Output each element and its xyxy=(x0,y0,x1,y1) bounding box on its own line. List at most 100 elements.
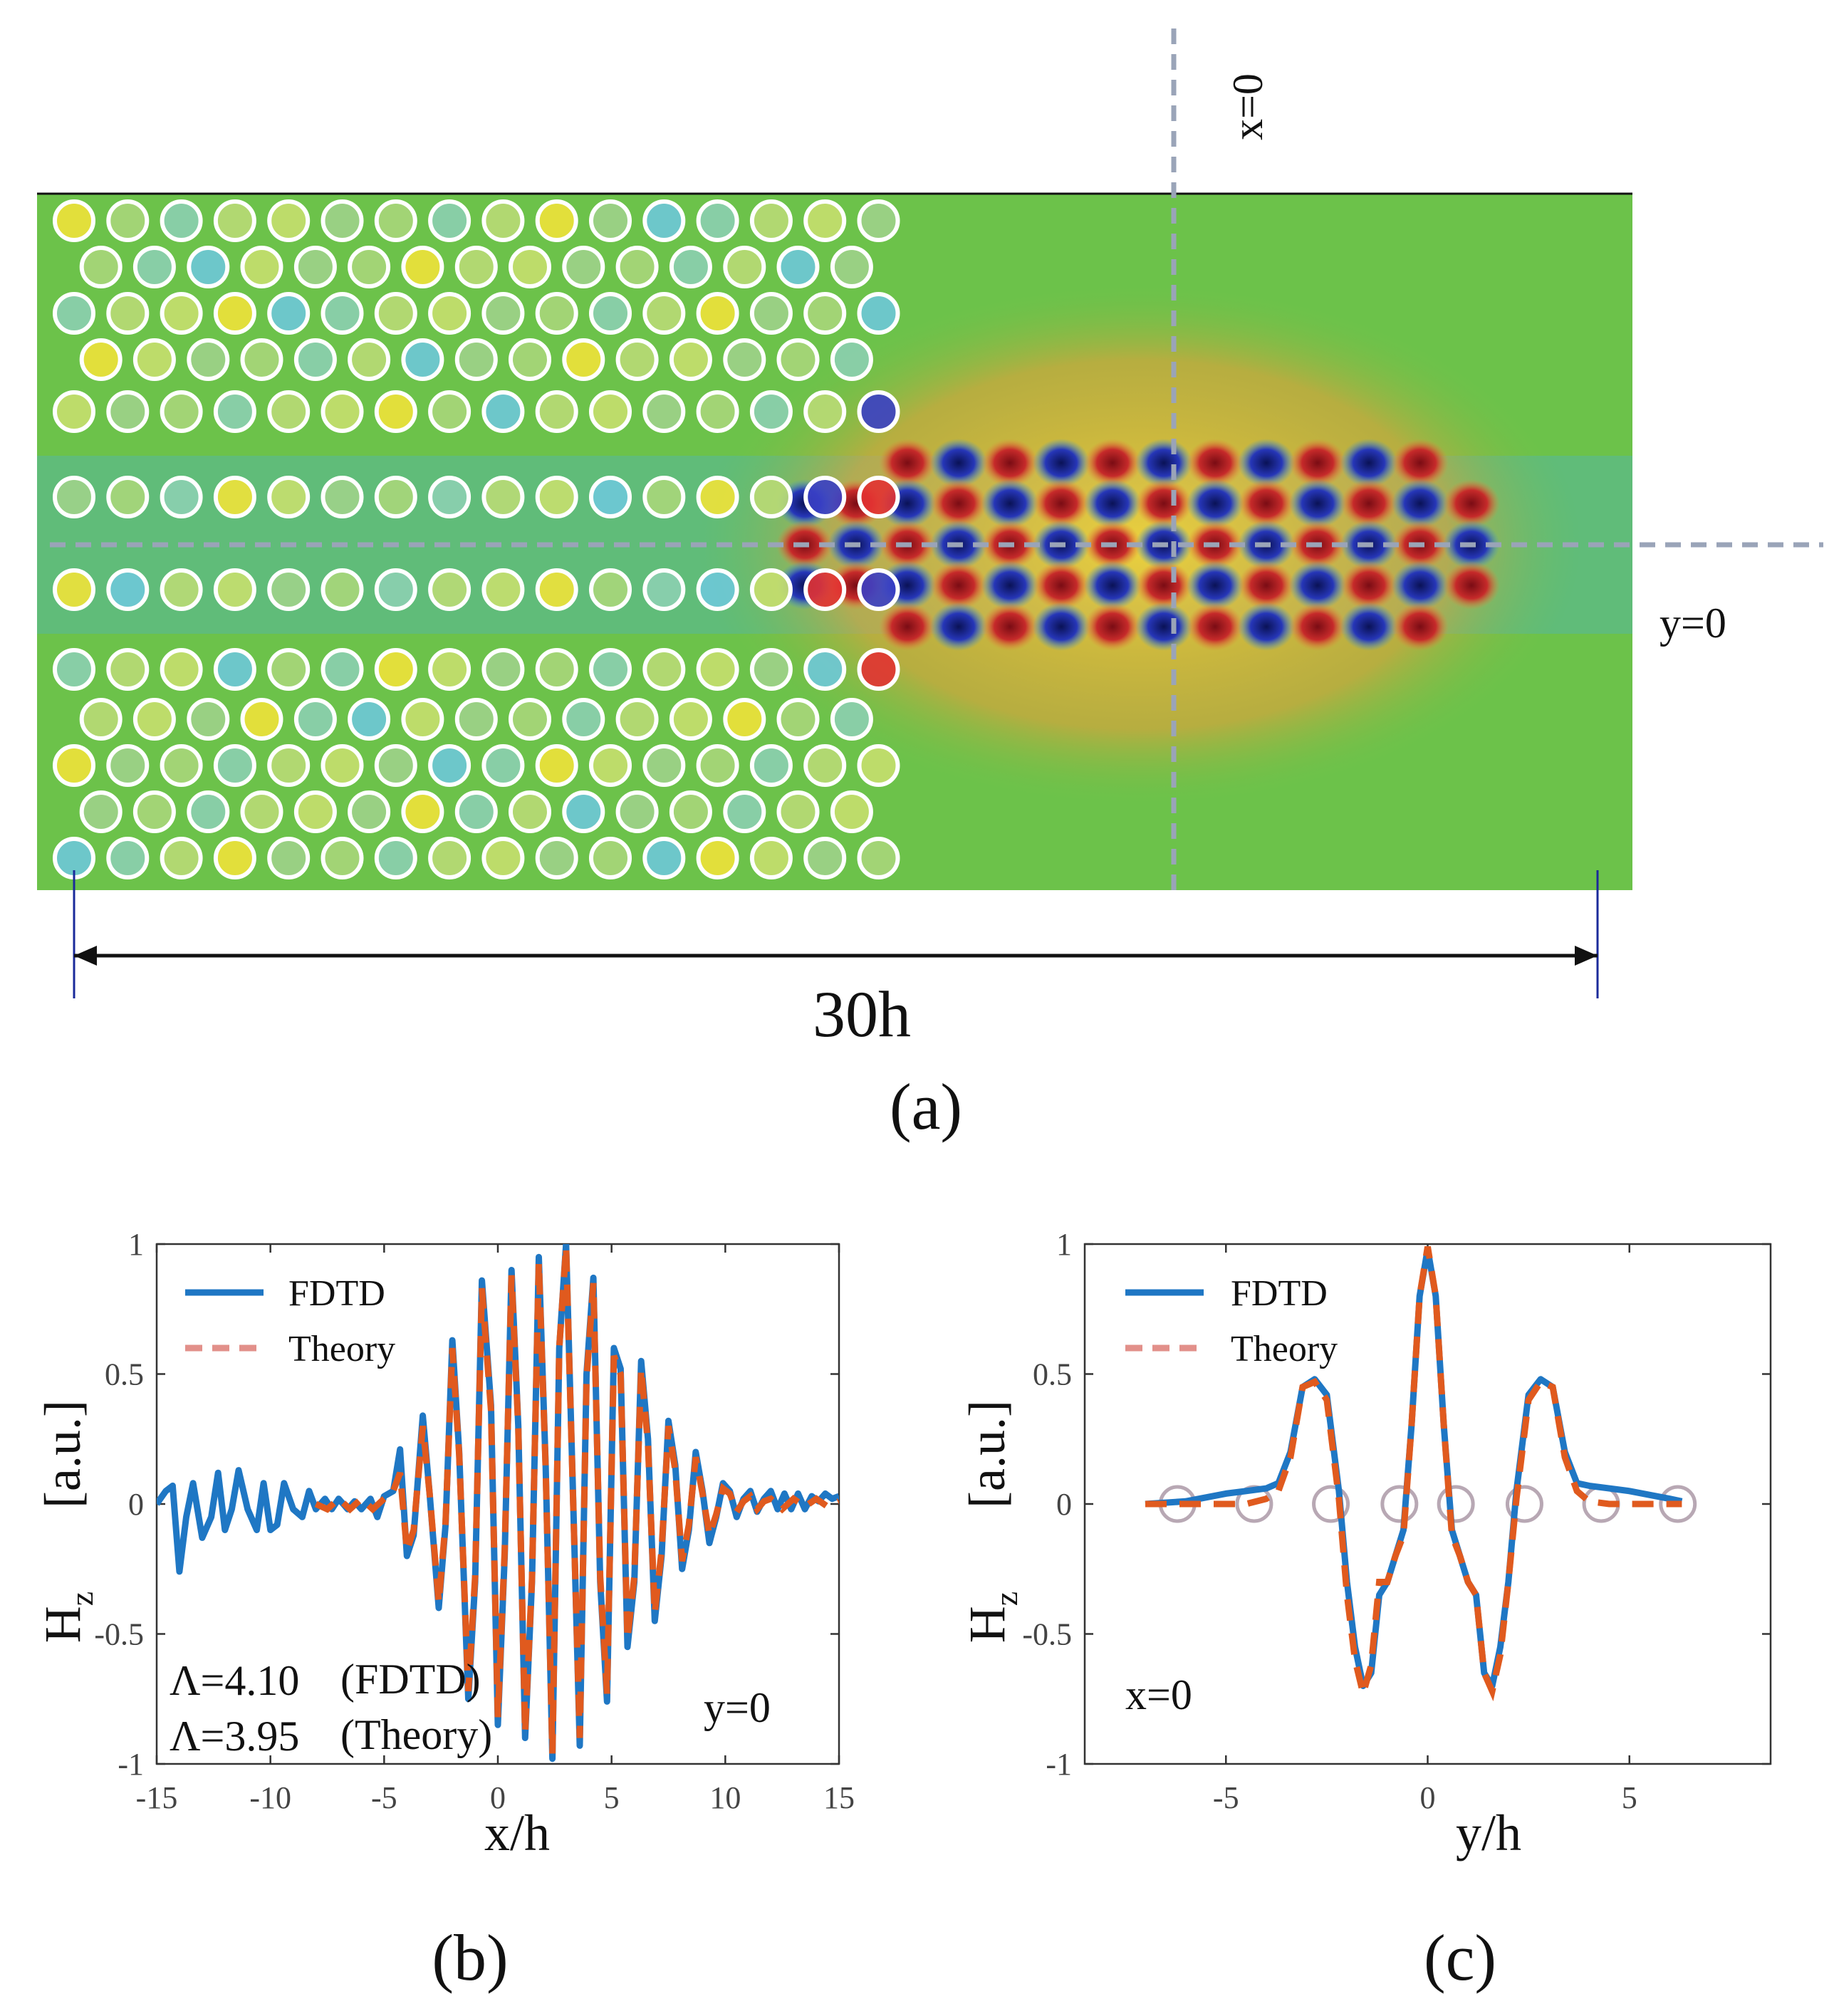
field-lobe xyxy=(1135,561,1192,610)
annot-b-lambda-fdtd-src: (FDTD) xyxy=(340,1656,481,1703)
lattice-hole xyxy=(240,698,283,741)
lattice-hole xyxy=(589,837,632,879)
lattice-hole xyxy=(749,476,793,518)
lattice-hole xyxy=(106,390,150,433)
lattice-hole xyxy=(642,199,686,242)
ticks-b: -15 -10 -5 0 5 10 15 -1 -0.5 0 0.5 1 xyxy=(94,1227,855,1815)
field-lobe xyxy=(1340,561,1397,610)
lattice-hole xyxy=(749,199,793,242)
lattice-hole xyxy=(293,246,337,288)
lattice-hole xyxy=(132,698,176,741)
lattice-hole xyxy=(213,568,256,611)
lattice-hole xyxy=(589,568,632,611)
lattice-hole xyxy=(857,837,900,879)
field-lobe xyxy=(1033,602,1090,651)
lattice-hole xyxy=(293,790,337,833)
lattice-hole xyxy=(187,790,230,833)
lattice-hole xyxy=(723,338,766,381)
field-lobe xyxy=(1238,561,1295,610)
lattice-hole xyxy=(481,390,525,433)
panel-c-chart: -5 0 5 -1 -0.5 0 0.5 1 FDTD Theory x=0 Hz [a.u.… xyxy=(959,1227,1772,1994)
field-lobe xyxy=(1289,602,1346,651)
lattice-hole xyxy=(374,648,417,691)
field-lobe xyxy=(1033,479,1090,528)
lattice-hole xyxy=(132,246,176,288)
field-lobe xyxy=(1033,561,1090,610)
lattice-hole xyxy=(642,837,686,879)
field-lobe xyxy=(1238,479,1295,528)
field-lobe xyxy=(981,602,1038,651)
ylabel-b-h: H xyxy=(34,1606,91,1643)
lattice-hole xyxy=(53,648,95,691)
lattice-hole xyxy=(106,292,150,335)
field-lobe xyxy=(1033,439,1090,487)
lattice-hole xyxy=(669,338,712,381)
lattice-hole xyxy=(187,246,230,288)
lattice-hole xyxy=(293,338,337,381)
lattice-hole xyxy=(53,568,95,611)
lattice-hole xyxy=(535,837,578,879)
lattice-hole xyxy=(160,744,203,787)
ylabel-c-unit: [a.u.] xyxy=(959,1400,1016,1508)
lattice-hole xyxy=(401,698,444,741)
lattice-hole xyxy=(374,199,417,242)
legend-b-fdtd-label: FDTD xyxy=(288,1273,385,1314)
field-lobe xyxy=(981,479,1038,528)
lattice-hole xyxy=(79,338,123,381)
lattice-hole xyxy=(481,292,525,335)
annot-b-lambda-theory-src: (Theory) xyxy=(340,1711,492,1758)
y-tick-label: 0 xyxy=(1056,1487,1072,1522)
lattice-hole xyxy=(187,338,230,381)
lattice-hole xyxy=(749,390,793,433)
lattice-hole xyxy=(481,568,525,611)
lattice-hole xyxy=(589,390,632,433)
lattice-hole xyxy=(615,790,659,833)
lattice-hole xyxy=(509,790,551,833)
lattice-hole xyxy=(321,199,364,242)
field-lobes xyxy=(776,439,1500,651)
lattice-hole xyxy=(374,744,417,787)
caption-c: (c) xyxy=(1424,1921,1496,1994)
field-lobe xyxy=(1392,479,1449,528)
xlabel-b: x/h xyxy=(484,1805,550,1861)
lattice-hole xyxy=(642,476,686,518)
lattice-hole xyxy=(857,390,900,433)
field-lobe xyxy=(1084,479,1141,528)
field-lobe xyxy=(1443,561,1500,610)
lattice-hole xyxy=(696,390,739,433)
ylabel-c: Hz [a.u.] xyxy=(959,1400,1024,1643)
field-lobe xyxy=(1238,439,1295,487)
lattice-hole xyxy=(776,790,820,833)
field-lobe xyxy=(981,561,1038,610)
lattice-hole xyxy=(803,648,847,691)
lattice-hole xyxy=(374,476,417,518)
lattice-hole xyxy=(401,246,444,288)
lattice-hole xyxy=(857,744,900,787)
lattice-hole xyxy=(374,837,417,879)
lattice-hole xyxy=(776,246,820,288)
lattice-hole xyxy=(749,292,793,335)
lattice-hole xyxy=(428,199,471,242)
rod-marker xyxy=(1659,1485,1697,1523)
lattice-hole xyxy=(321,837,364,879)
lattice-hole xyxy=(696,292,739,335)
ylabel-b-unit: [a.u.] xyxy=(34,1400,91,1508)
annot-b-lambda-fdtd: Λ=4.10 xyxy=(170,1657,299,1704)
lattice-hole xyxy=(213,292,256,335)
y-tick-label: -0.5 xyxy=(1022,1617,1072,1652)
xlabel-c: y/h xyxy=(1456,1805,1521,1861)
lattice-hole xyxy=(589,744,632,787)
field-lobe xyxy=(1340,479,1397,528)
lattice-hole xyxy=(160,837,203,879)
x-tick-label: 5 xyxy=(1622,1780,1637,1815)
lattice-hole xyxy=(132,338,176,381)
lattice-hole xyxy=(803,568,847,611)
field-lobe xyxy=(1187,602,1244,651)
lattice-hole xyxy=(696,744,739,787)
lattice-hole xyxy=(481,837,525,879)
panel-b-chart: -15 -10 -5 0 5 10 15 -1 -0.5 0 0.5 1 FDTD Theory Λ=… xyxy=(34,1227,855,1994)
lattice-hole xyxy=(160,199,203,242)
y-tick-label: 0.5 xyxy=(1033,1357,1072,1392)
lattice-hole xyxy=(321,390,364,433)
field-lobe xyxy=(879,602,936,651)
